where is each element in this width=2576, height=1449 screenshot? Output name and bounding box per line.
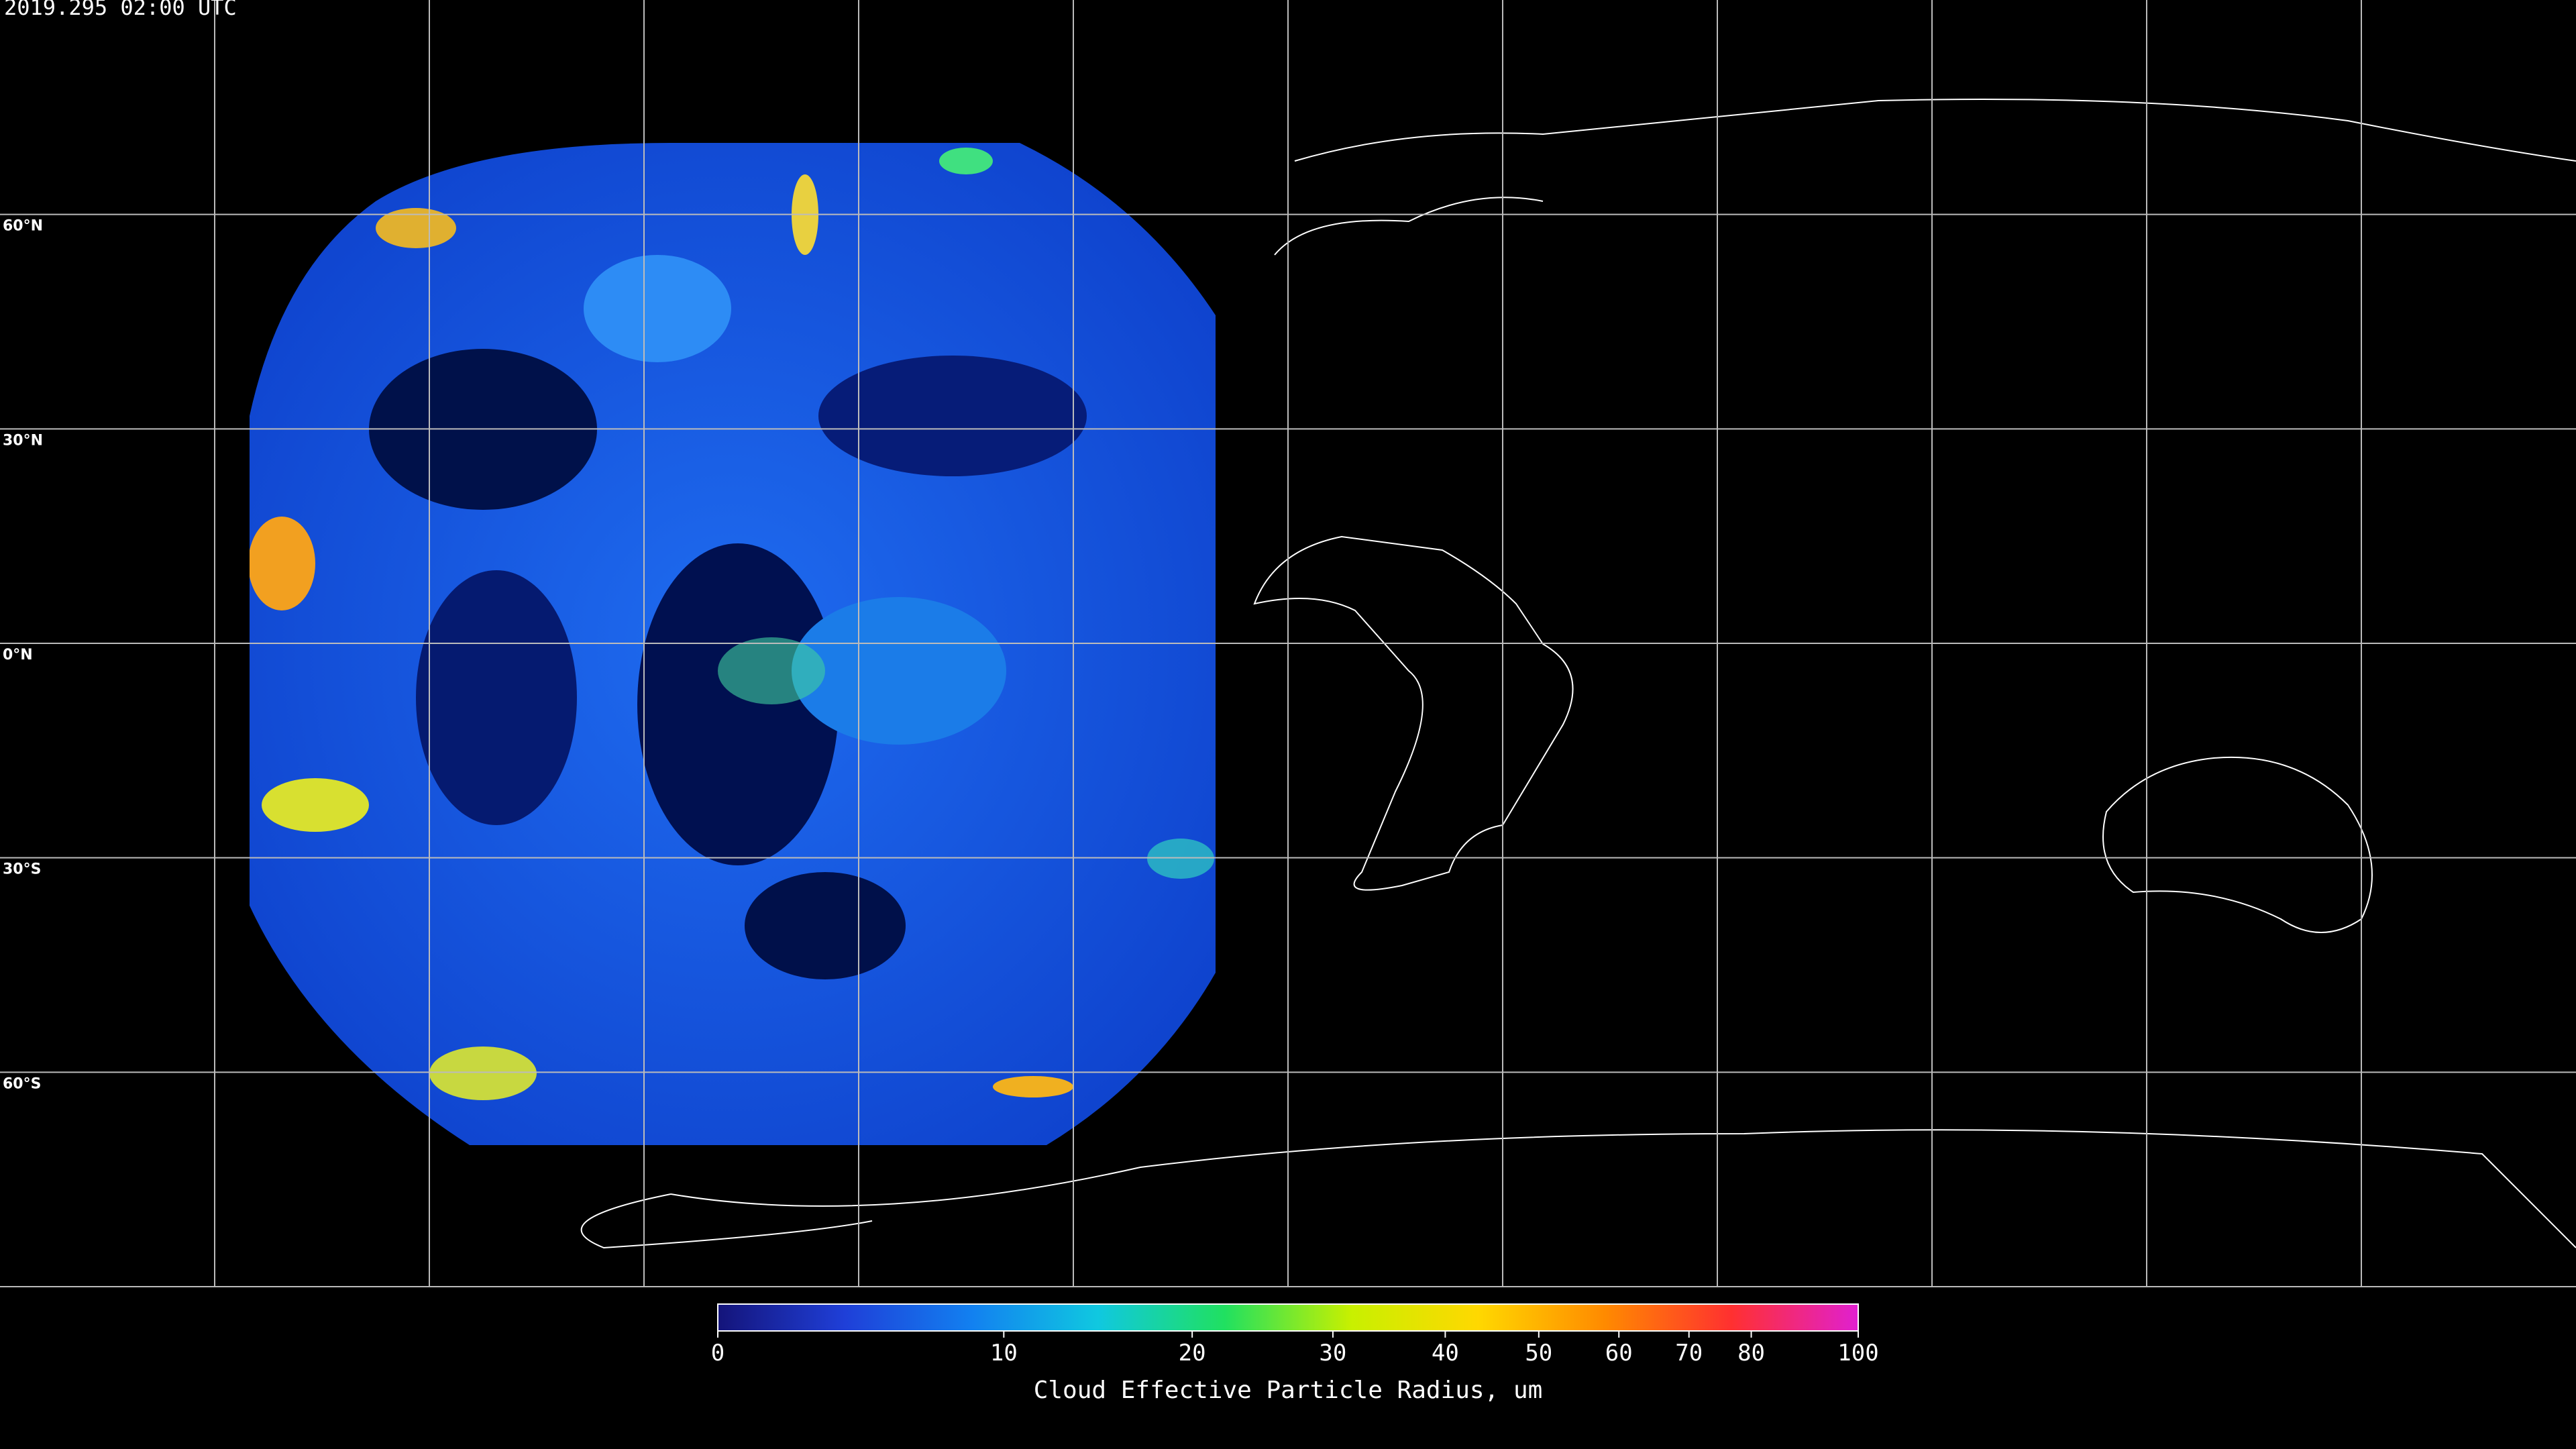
colorbar: 0 10 20 30 40 50 60 70 80 100 Cloud Effective Part… xyxy=(711,1303,1879,1404)
colorbar-ramp xyxy=(717,1303,1859,1332)
latitude-label: 0°N xyxy=(3,647,33,663)
colorbar-tick-label: 50 xyxy=(1525,1340,1552,1366)
colorbar-tick-label: 20 xyxy=(1179,1340,1206,1366)
colorbar-tick-label: 30 xyxy=(1319,1340,1346,1366)
latitude-label: 60°S xyxy=(3,1075,41,1092)
colorbar-tick-label: 40 xyxy=(1432,1340,1459,1366)
colorbar-label: Cloud Effective Particle Radius, um xyxy=(1034,1377,1543,1404)
graticule: 60°N 30°N 0°N 30°S 60°S xyxy=(0,0,2576,1287)
colorbar-tick-label: 0 xyxy=(711,1340,724,1366)
colorbar-tick-label: 60 xyxy=(1605,1340,1633,1366)
colorbar-tick-label: 80 xyxy=(1737,1340,1765,1366)
colorbar-tick-label: 70 xyxy=(1675,1340,1703,1366)
latitude-label: 30°N xyxy=(3,432,43,449)
timestamp: 2019.295 02:00 UTC xyxy=(4,0,237,20)
coastlines xyxy=(580,99,2576,1249)
colorbar-tick-label: 10 xyxy=(990,1340,1018,1366)
colorbar-tick-label: 100 xyxy=(1837,1340,1878,1366)
latitude-label: 30°S xyxy=(3,861,41,878)
latitude-label: 60°N xyxy=(3,218,43,235)
